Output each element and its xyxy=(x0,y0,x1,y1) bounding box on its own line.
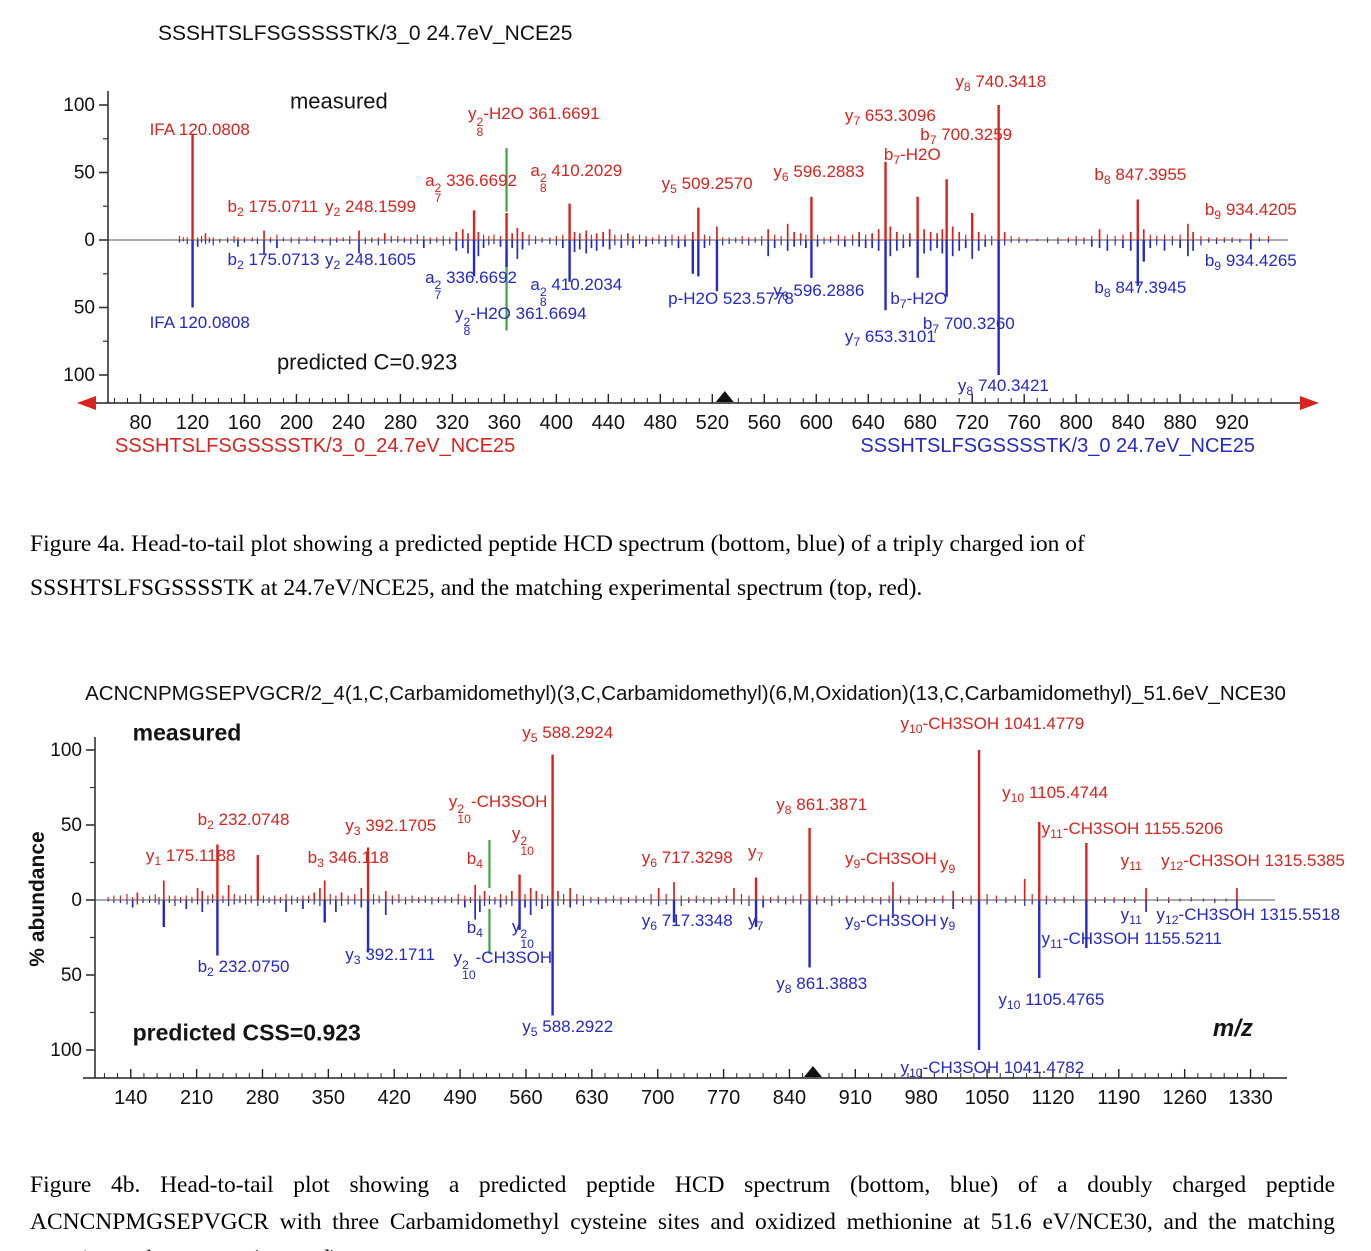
peaks xyxy=(178,105,1270,375)
svg-text:280: 280 xyxy=(384,412,417,434)
svg-text:720: 720 xyxy=(956,412,989,434)
spectrum-4a-footer-right: SSSHTSLFSGSSSSTK/3_0 24.7eV_NCE25 xyxy=(860,435,1255,457)
svg-text:1050: 1050 xyxy=(965,1087,1010,1109)
svg-text:350: 350 xyxy=(312,1087,345,1109)
svg-text:920: 920 xyxy=(1215,412,1248,434)
svg-text:100: 100 xyxy=(63,365,95,386)
svg-text:240: 240 xyxy=(332,412,365,434)
spectrum-4a-svg: 100 50 0 50 100 80 120 160 200 240 280 320 360 400 440… xyxy=(63,91,1319,434)
svg-text:560: 560 xyxy=(509,1087,542,1109)
svg-text:880: 880 xyxy=(1163,412,1196,434)
svg-text:50: 50 xyxy=(61,965,82,986)
svg-text:280: 280 xyxy=(246,1087,279,1109)
figure-4b-caption: Figure 4b. Head-to-tail plot showing a p… xyxy=(30,1171,1335,1251)
svg-text:100: 100 xyxy=(50,740,82,761)
svg-text:50: 50 xyxy=(74,298,95,319)
svg-text:630: 630 xyxy=(575,1087,608,1109)
svg-text:640: 640 xyxy=(852,412,885,434)
svg-text:680: 680 xyxy=(904,412,937,434)
left-axis-arrow xyxy=(77,396,96,410)
svg-text:560: 560 xyxy=(748,412,781,434)
svg-text:50: 50 xyxy=(74,163,95,184)
svg-text:400: 400 xyxy=(540,412,573,434)
precursor-marker xyxy=(803,1066,822,1077)
svg-text:840: 840 xyxy=(773,1087,806,1109)
svg-text:420: 420 xyxy=(378,1087,411,1109)
svg-text:490: 490 xyxy=(443,1087,476,1109)
svg-text:210: 210 xyxy=(180,1087,213,1109)
svg-text:480: 480 xyxy=(644,412,677,434)
axes: 100 50 0 50 100 80 120 160 200 240 280 320 360 400 440… xyxy=(63,91,1319,434)
peaks xyxy=(107,750,1238,1050)
svg-text:1120: 1120 xyxy=(1031,1087,1074,1109)
y-axis-label: % abundance xyxy=(26,831,49,967)
axes: 100 50 0 50 100 140 210 280 350 420 490 560 630 700 77… xyxy=(50,737,1287,1109)
svg-text:0: 0 xyxy=(71,890,82,911)
svg-text:440: 440 xyxy=(592,412,625,434)
svg-text:980: 980 xyxy=(905,1087,938,1109)
svg-text:1190: 1190 xyxy=(1097,1087,1140,1109)
svg-text:120: 120 xyxy=(176,412,209,434)
svg-text:100: 100 xyxy=(50,1040,82,1061)
spectrum-4b: % abundance 100 50 0 50 100 140 210 280 350 420 49… xyxy=(26,712,1345,1114)
svg-text:770: 770 xyxy=(707,1087,740,1109)
svg-text:160: 160 xyxy=(228,412,261,434)
right-axis-arrow xyxy=(1300,396,1319,410)
svg-text:1330: 1330 xyxy=(1228,1087,1273,1109)
spectrum-4a-footer-left: SSSHTSLFSGSSSSTK/3_0_24.7eV_NCE25 xyxy=(115,435,516,457)
svg-text:910: 910 xyxy=(839,1087,872,1109)
spectrum-4b-svg: 100 50 0 50 100 140 210 280 350 420 490 560 630 700 77… xyxy=(50,737,1287,1109)
svg-text:200: 200 xyxy=(280,412,313,434)
svg-text:800: 800 xyxy=(1059,412,1092,434)
svg-text:520: 520 xyxy=(696,412,729,434)
svg-text:760: 760 xyxy=(1008,412,1041,434)
precursor-marker xyxy=(715,391,734,402)
svg-text:320: 320 xyxy=(436,412,469,434)
spectrum-4a: SSSHTSLFSGSSSSTK/3_0_24.7eV_NCE25 SSSHTS… xyxy=(60,55,1319,467)
svg-text:140: 140 xyxy=(114,1087,147,1109)
svg-text:80: 80 xyxy=(129,412,151,434)
figure-4a-plot-title: SSSHTSLFSGSSSSTK/3_0 24.7eV_NCE25 xyxy=(158,22,573,45)
svg-text:50: 50 xyxy=(61,815,82,836)
svg-text:1260: 1260 xyxy=(1162,1087,1207,1109)
svg-text:0: 0 xyxy=(84,230,95,251)
svg-text:840: 840 xyxy=(1111,412,1144,434)
svg-text:700: 700 xyxy=(641,1087,674,1109)
svg-text:100: 100 xyxy=(63,95,95,116)
figure-4a-caption: Figure 4a. Head-to-tail plot showing a p… xyxy=(30,530,1085,601)
svg-text:360: 360 xyxy=(488,412,521,434)
svg-text:600: 600 xyxy=(800,412,833,434)
figure-4b-plot-title: ACNCNPMGSEPVGCR/2_4(1,C,Carbamidomethyl)… xyxy=(85,682,1286,705)
